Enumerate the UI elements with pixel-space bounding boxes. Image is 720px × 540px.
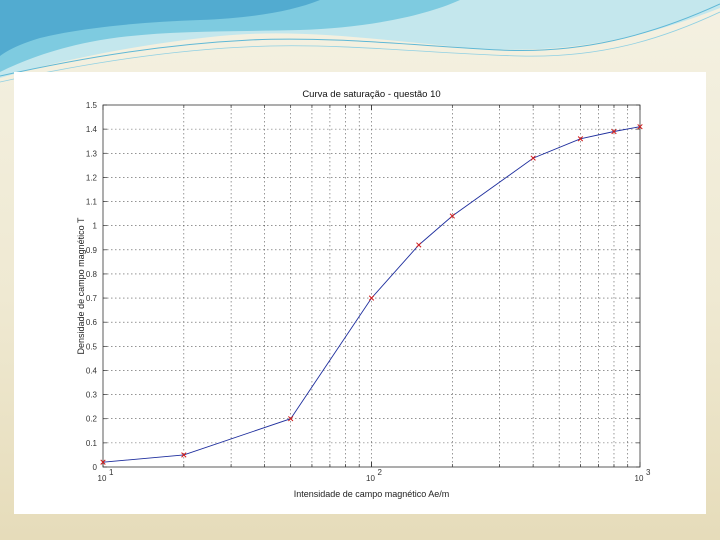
marker-stroke: [530, 155, 536, 161]
data-point-marker: [416, 242, 422, 248]
series-line: [102, 126, 641, 463]
y-tick-label: 0.6: [86, 318, 98, 327]
x-tick-label: 101: [98, 468, 114, 483]
marker-stroke: [288, 416, 294, 422]
y-tick-label: 0: [93, 463, 98, 472]
marker-stroke: [449, 213, 455, 219]
y-tick-label: 0.2: [86, 415, 98, 424]
data-point-marker: [449, 213, 455, 219]
chart-figure: 0 0.1 0.2 0.3 0.4 0.5 0.6 0.7 0.8 0.9 1 1.1 1.2 1.3 1.…: [14, 72, 706, 514]
marker-stroke: [416, 242, 422, 248]
marker-stroke: [100, 459, 106, 465]
x-tick-label: 103: [635, 468, 651, 483]
y-tick-label: 0.5: [86, 342, 98, 351]
slide-header-waves: [0, 0, 720, 83]
data-point-marker: [577, 136, 584, 142]
data-point-marker: [368, 295, 375, 301]
y-tick-label: 1.2: [86, 173, 98, 182]
marker-stroke: [577, 136, 584, 142]
marker-stroke: [611, 128, 617, 135]
x-axis-label: Intensidade de campo magnético Ae/m: [294, 489, 450, 499]
marker-stroke: [637, 124, 643, 130]
data-point-marker: [637, 124, 643, 130]
grid-lines: [103, 105, 640, 467]
marker-stroke: [181, 452, 187, 458]
axis-ticks: [102, 104, 641, 468]
data-point-marker: [611, 128, 617, 135]
marker-stroke: [368, 295, 375, 301]
y-tick-label: 0.1: [86, 439, 98, 448]
y-tick-label: 1: [93, 222, 98, 231]
data-point-marker: [530, 155, 536, 161]
data-point-marker: [288, 416, 294, 422]
y-tick-labels: 0 0.1 0.2 0.3 0.4 0.5 0.6 0.7 0.8 0.9 1 1.1 1.2 1.3 1.…: [86, 101, 98, 472]
x-tick-label: 102: [366, 468, 382, 483]
data-series: [100, 124, 643, 465]
y-tick-label: 1.1: [86, 198, 98, 207]
y-tick-label: 0.9: [86, 246, 98, 255]
y-axis-label: Densidade de campo magnético T: [76, 217, 86, 354]
y-tick-label: 0.3: [86, 391, 98, 400]
x-tick-label-exponent: 1: [109, 468, 114, 477]
y-tick-label: 1.4: [86, 125, 98, 134]
y-tick-label: 1.5: [86, 101, 98, 110]
y-tick-label: 1.3: [86, 149, 98, 158]
x-tick-label-base: 10: [635, 474, 644, 483]
y-tick-label: 0.4: [86, 366, 98, 375]
x-tick-label-exponent: 3: [646, 468, 651, 477]
chart-title: Curva de saturação - questão 10: [302, 89, 440, 100]
y-tick-label: 0.7: [86, 294, 98, 303]
data-point-marker: [100, 459, 106, 465]
data-point-marker: [181, 452, 187, 458]
saturation-curve-chart: 0 0.1 0.2 0.3 0.4 0.5 0.6 0.7 0.8 0.9 1 1.1 1.2 1.3 1.…: [76, 89, 651, 499]
x-tick-label-exponent: 2: [378, 468, 383, 477]
x-tick-label-base: 10: [366, 474, 375, 483]
x-tick-label-base: 10: [98, 474, 107, 483]
y-tick-label: 0.8: [86, 270, 98, 279]
